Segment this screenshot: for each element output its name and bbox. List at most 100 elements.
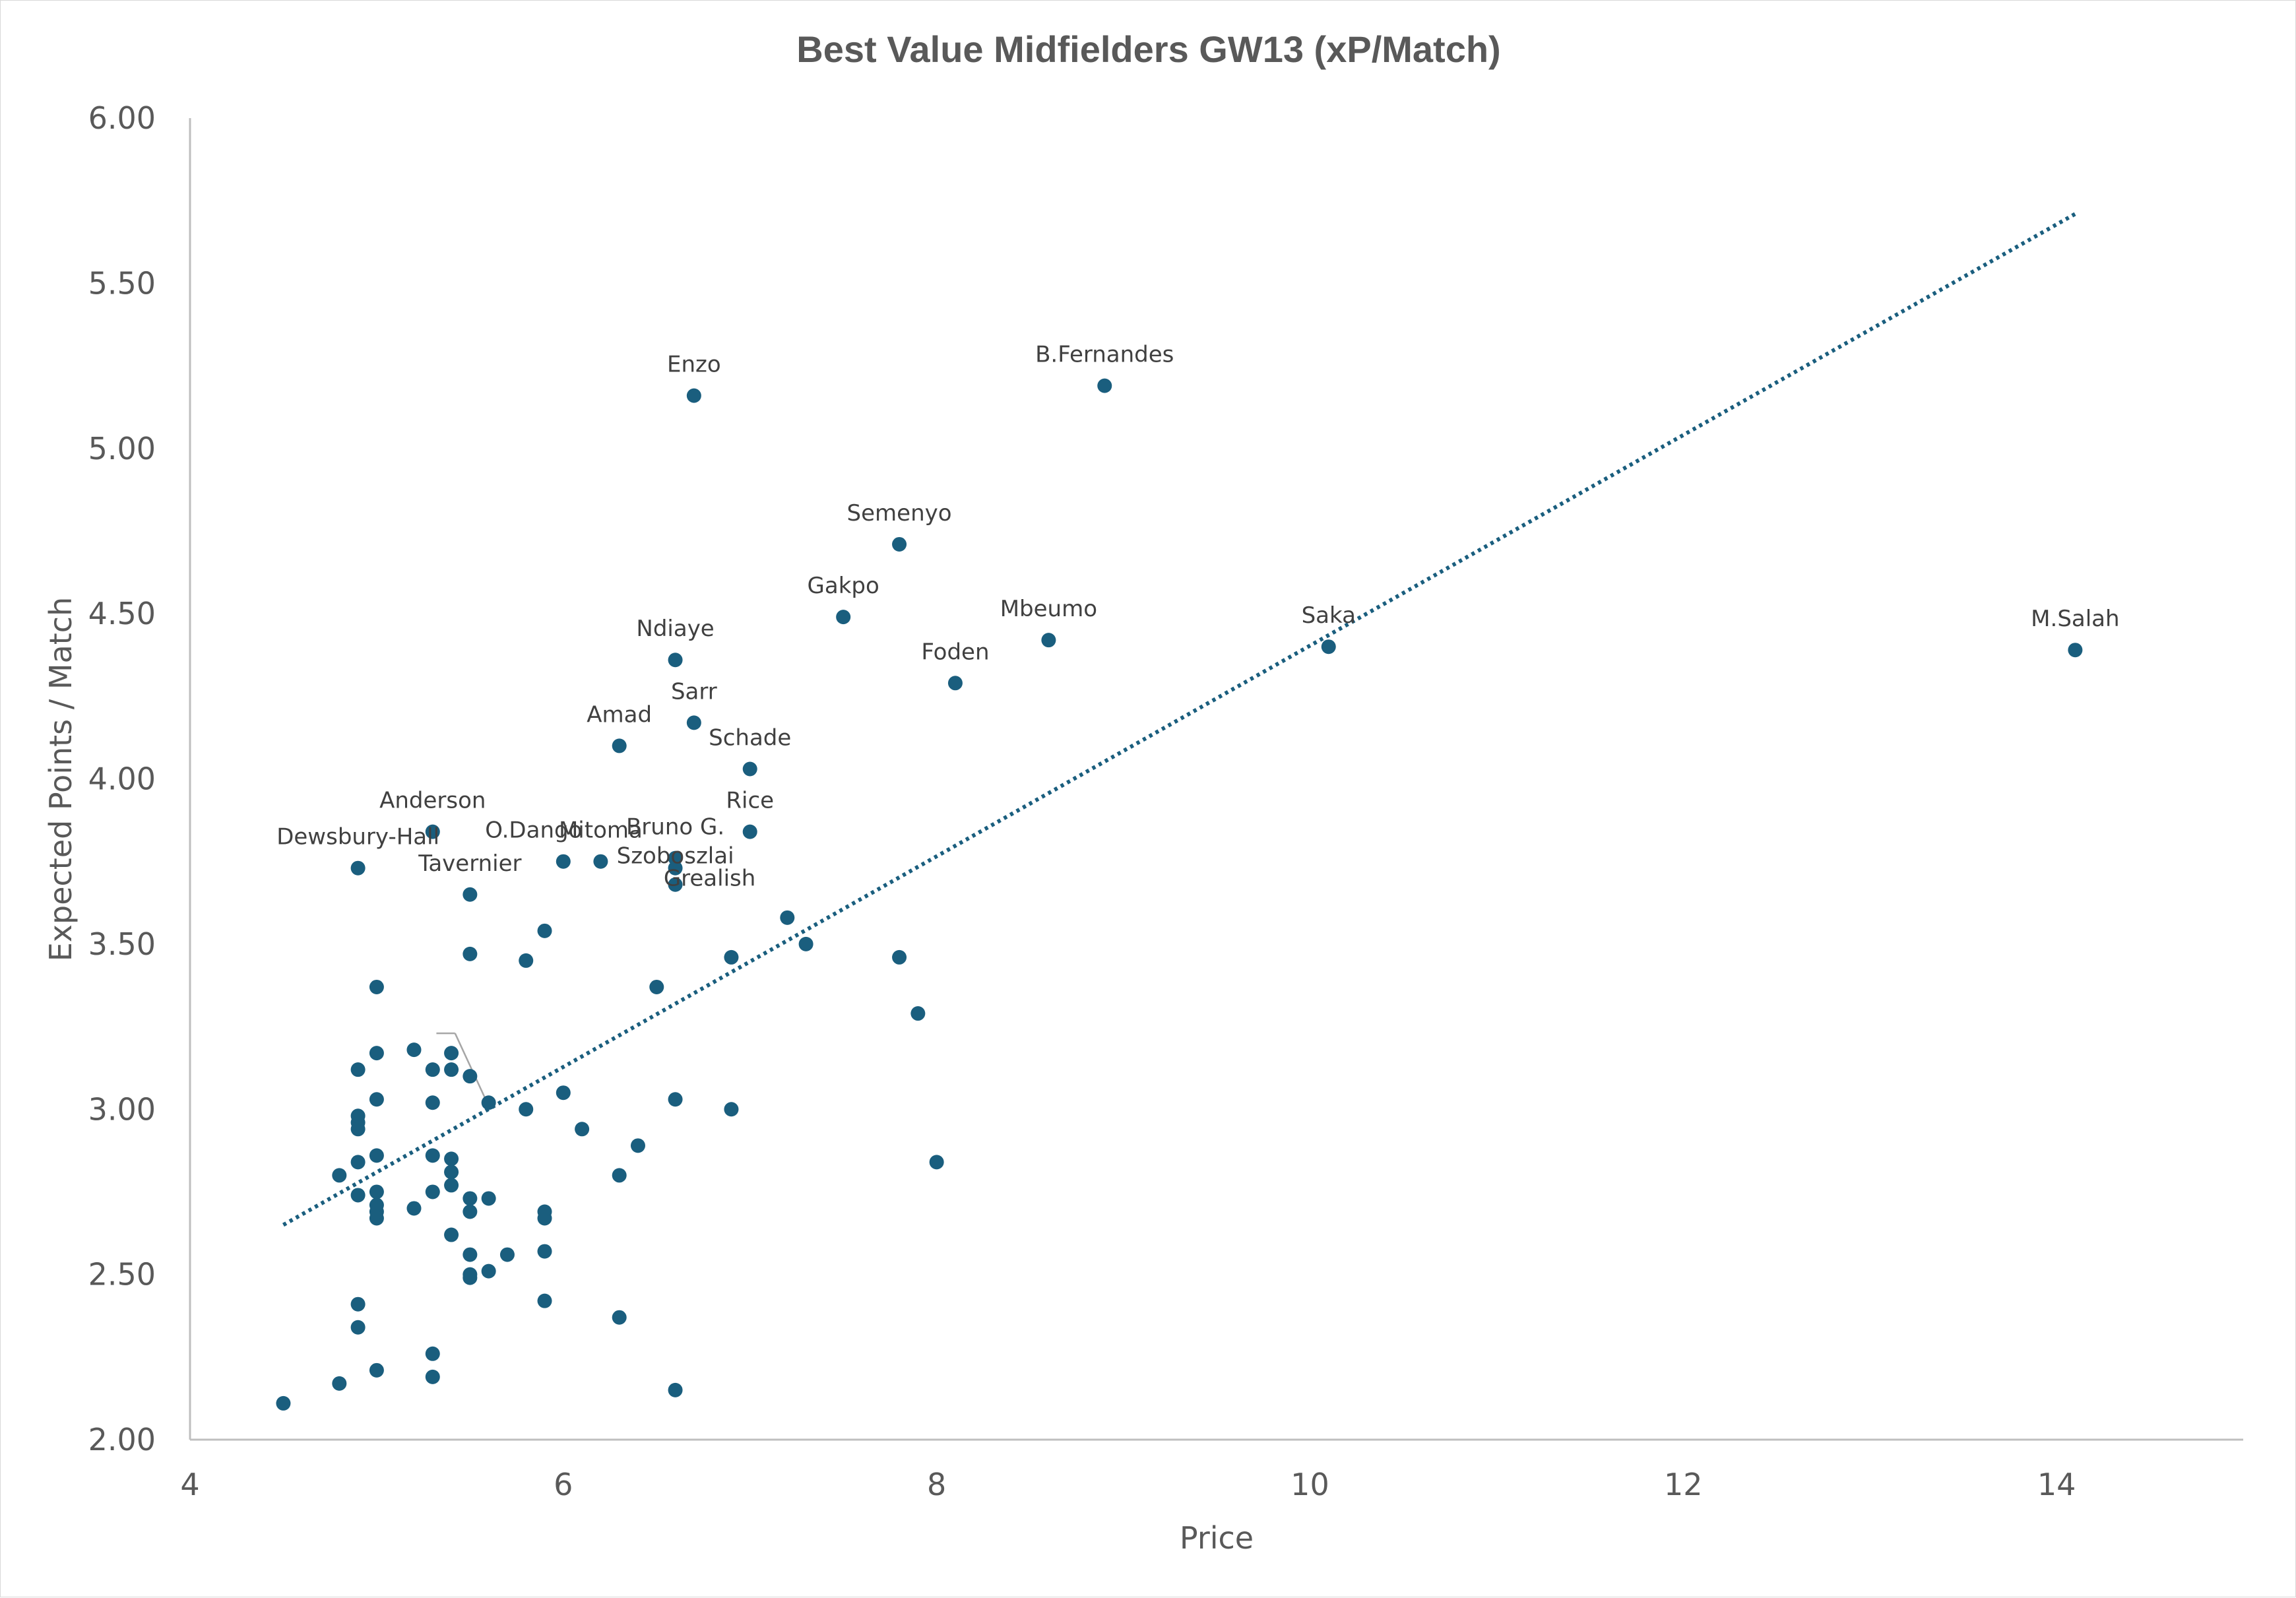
data-point[interactable]: [929, 1155, 944, 1170]
data-point[interactable]: [462, 946, 478, 961]
data-point-tavernier[interactable]: [462, 887, 478, 902]
data-point[interactable]: [481, 1191, 496, 1206]
data-point[interactable]: [350, 1062, 366, 1077]
data-point[interactable]: [462, 1191, 478, 1206]
data-point[interactable]: [910, 1006, 926, 1021]
data-point-m-salah[interactable]: [2068, 643, 2083, 658]
data-point[interactable]: [425, 1346, 440, 1361]
data-point-enzo[interactable]: [686, 388, 701, 403]
data-point[interactable]: [425, 1095, 440, 1110]
data-point[interactable]: [444, 1227, 459, 1242]
data-point[interactable]: [350, 1155, 366, 1170]
data-point[interactable]: [332, 1376, 347, 1391]
data-point[interactable]: [425, 1148, 440, 1163]
data-point[interactable]: [462, 1204, 478, 1219]
data-point[interactable]: [462, 1069, 478, 1084]
data-point-semenyo[interactable]: [892, 536, 907, 552]
data-point[interactable]: [724, 949, 739, 965]
data-point[interactable]: [668, 1382, 683, 1397]
data-point[interactable]: [369, 1148, 384, 1163]
data-point[interactable]: [798, 936, 813, 951]
data-point[interactable]: [350, 1296, 366, 1312]
data-point[interactable]: [499, 1247, 515, 1262]
data-point-szoboszlai[interactable]: [668, 860, 683, 876]
point-labels: Enzo B.Fernandes Semenyo Gakpo Mbeumo Saka M.S…: [276, 342, 2119, 892]
data-point[interactable]: [332, 1168, 347, 1183]
data-point[interactable]: [724, 1102, 739, 1117]
data-point[interactable]: [481, 1263, 496, 1279]
data-point[interactable]: [350, 1320, 366, 1335]
data-point[interactable]: [537, 1293, 552, 1308]
data-point[interactable]: [444, 1151, 459, 1167]
data-point-schade[interactable]: [742, 761, 757, 777]
data-point[interactable]: [444, 1165, 459, 1180]
data-point-rice[interactable]: [742, 824, 757, 839]
data-point-mbeumo[interactable]: [1041, 633, 1056, 648]
data-point[interactable]: [649, 979, 664, 994]
data-point[interactable]: [462, 1247, 478, 1262]
data-point[interactable]: [369, 1046, 384, 1061]
data-point[interactable]: [892, 949, 907, 965]
data-point[interactable]: [406, 1042, 422, 1058]
point-label: Tavernier: [418, 850, 521, 877]
data-point[interactable]: [369, 979, 384, 994]
data-point[interactable]: [406, 1201, 422, 1216]
point-label: Foden: [921, 639, 989, 665]
data-point[interactable]: [369, 1362, 384, 1378]
data-point-grealish[interactable]: [668, 877, 683, 892]
data-point-ndiaye[interactable]: [668, 653, 683, 668]
data-point-mitoma[interactable]: [593, 854, 608, 869]
data-point[interactable]: [462, 1267, 478, 1282]
data-point[interactable]: [575, 1122, 590, 1137]
data-point[interactable]: [519, 953, 534, 968]
data-point-saka[interactable]: [1321, 639, 1336, 655]
data-point[interactable]: [276, 1395, 291, 1411]
data-point[interactable]: [425, 1184, 440, 1199]
data-point[interactable]: [350, 1188, 366, 1203]
data-point[interactable]: [369, 1184, 384, 1199]
data-point-gakpo[interactable]: [836, 610, 851, 625]
data-point[interactable]: [556, 1085, 571, 1101]
y-tick-label: 3.00: [88, 1091, 156, 1127]
y-tick-label: 5.00: [88, 431, 156, 466]
data-point[interactable]: [369, 1198, 384, 1213]
data-point[interactable]: [481, 1095, 496, 1110]
data-point[interactable]: [780, 910, 795, 925]
data-point[interactable]: [350, 1108, 366, 1124]
x-tick-label: 12: [1664, 1467, 1703, 1502]
point-label: B.Fernandes: [1035, 342, 1174, 368]
x-tick-label: 6: [554, 1467, 573, 1502]
data-point[interactable]: [612, 1310, 627, 1325]
point-label: Dewsbury-Hall: [276, 824, 439, 850]
y-tick-label: 4.50: [88, 596, 156, 631]
data-point[interactable]: [537, 923, 552, 938]
y-tick-labels: 2.00 2.50 3.00 3.50 4.00 4.50 5.00 5.50 6.00: [88, 100, 156, 1457]
point-label: Schade: [709, 724, 791, 751]
x-tick-label: 4: [180, 1467, 199, 1502]
data-point[interactable]: [519, 1102, 534, 1117]
data-point[interactable]: [537, 1244, 552, 1259]
data-point[interactable]: [444, 1062, 459, 1077]
data-point-b-fernandes[interactable]: [1097, 378, 1112, 393]
data-point-foden[interactable]: [947, 676, 963, 691]
data-point-anderson[interactable]: [425, 824, 440, 839]
point-label: Rice: [726, 788, 774, 814]
data-point[interactable]: [425, 1062, 440, 1077]
data-point[interactable]: [425, 1369, 440, 1384]
data-point-sarr[interactable]: [686, 715, 701, 730]
point-label: Ndiaye: [636, 616, 714, 642]
data-point[interactable]: [444, 1046, 459, 1061]
data-point-amad[interactable]: [612, 738, 627, 753]
data-point[interactable]: [369, 1092, 384, 1107]
data-point-dewsbury-hall[interactable]: [350, 860, 366, 876]
point-label: Amad: [587, 701, 652, 728]
data-point[interactable]: [444, 1178, 459, 1193]
data-point-o-dango[interactable]: [556, 854, 571, 869]
data-point[interactable]: [630, 1138, 645, 1153]
y-axis-title: Expected Points / Match: [43, 597, 79, 962]
data-point[interactable]: [612, 1168, 627, 1183]
trendline-group: [282, 212, 2076, 1227]
data-point[interactable]: [537, 1204, 552, 1219]
data-point[interactable]: [668, 1092, 683, 1107]
y-tick-label: 2.00: [88, 1422, 156, 1457]
